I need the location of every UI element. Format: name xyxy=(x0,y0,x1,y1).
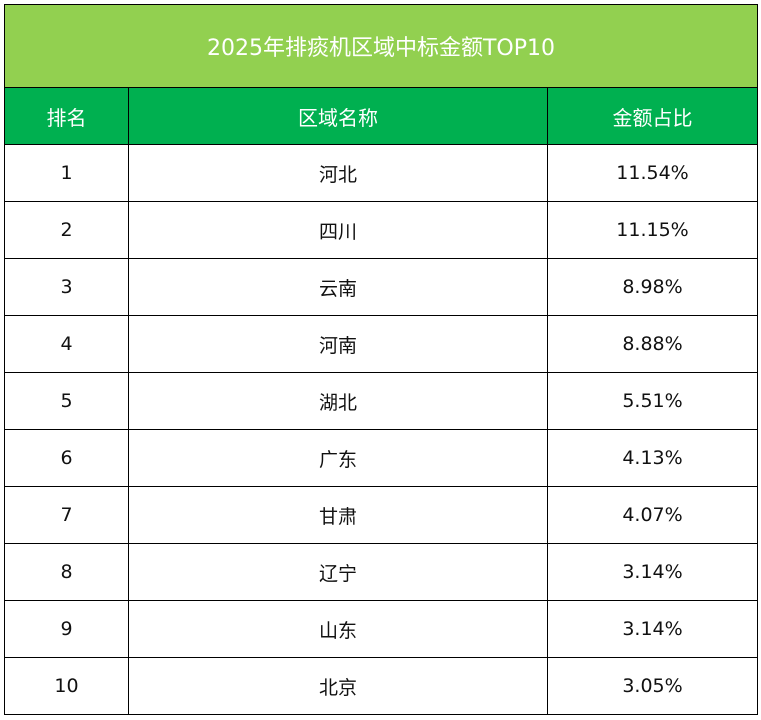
ranking-table-container: 2025年排痰机区域中标金额TOP10 排名 区域名称 金额占比 1 河北 11… xyxy=(3,4,759,715)
region-cell: 河南 xyxy=(128,315,548,373)
rank-cell: 2 xyxy=(4,201,129,259)
region-cell: 辽宁 xyxy=(128,543,548,601)
rank-cell: 7 xyxy=(4,486,129,544)
header-row: 排名 区域名称 金额占比 xyxy=(4,87,759,145)
region-cell: 河北 xyxy=(128,144,548,202)
rank-cell: 4 xyxy=(4,315,129,373)
share-cell: 8.88% xyxy=(546,315,759,373)
region-cell: 北京 xyxy=(128,657,548,715)
share-cell: 11.54% xyxy=(546,144,759,202)
region-cell: 山东 xyxy=(128,600,548,658)
table-row: 8 辽宁 3.14% xyxy=(4,543,759,601)
table-row: 7 甘肃 4.07% xyxy=(4,486,759,544)
share-cell: 4.13% xyxy=(546,429,759,487)
share-cell: 4.07% xyxy=(546,486,759,544)
table-row: 9 山东 3.14% xyxy=(4,600,759,658)
title-row: 2025年排痰机区域中标金额TOP10 xyxy=(3,4,759,88)
region-cell: 四川 xyxy=(128,201,548,259)
region-cell: 云南 xyxy=(128,258,548,316)
table-row: 5 湖北 5.51% xyxy=(4,372,759,430)
rank-cell: 9 xyxy=(4,600,129,658)
region-cell: 广东 xyxy=(128,429,548,487)
table-row: 10 北京 3.05% xyxy=(4,657,759,715)
share-cell: 3.14% xyxy=(546,600,759,658)
column-header-rank: 排名 xyxy=(4,87,129,145)
table-row: 3 云南 8.98% xyxy=(4,258,759,316)
share-cell: 11.15% xyxy=(546,201,759,259)
rank-cell: 3 xyxy=(4,258,129,316)
rank-cell: 10 xyxy=(4,657,129,715)
share-cell: 3.14% xyxy=(546,543,759,601)
region-cell: 湖北 xyxy=(128,372,548,430)
column-header-region: 区域名称 xyxy=(128,87,548,145)
rank-cell: 5 xyxy=(4,372,129,430)
rank-cell: 6 xyxy=(4,429,129,487)
table-row: 2 四川 11.15% xyxy=(4,201,759,259)
table-row: 1 河北 11.54% xyxy=(4,144,759,202)
share-cell: 8.98% xyxy=(546,258,759,316)
rank-cell: 1 xyxy=(4,144,129,202)
column-header-share: 金额占比 xyxy=(546,87,759,145)
region-cell: 甘肃 xyxy=(128,486,548,544)
table-title: 2025年排痰机区域中标金额TOP10 xyxy=(3,4,759,88)
share-cell: 5.51% xyxy=(546,372,759,430)
share-cell: 3.05% xyxy=(546,657,759,715)
ranking-table: 2025年排痰机区域中标金额TOP10 排名 区域名称 金额占比 1 河北 11… xyxy=(3,4,759,715)
rank-cell: 8 xyxy=(4,543,129,601)
table-row: 4 河南 8.88% xyxy=(4,315,759,373)
table-row: 6 广东 4.13% xyxy=(4,429,759,487)
